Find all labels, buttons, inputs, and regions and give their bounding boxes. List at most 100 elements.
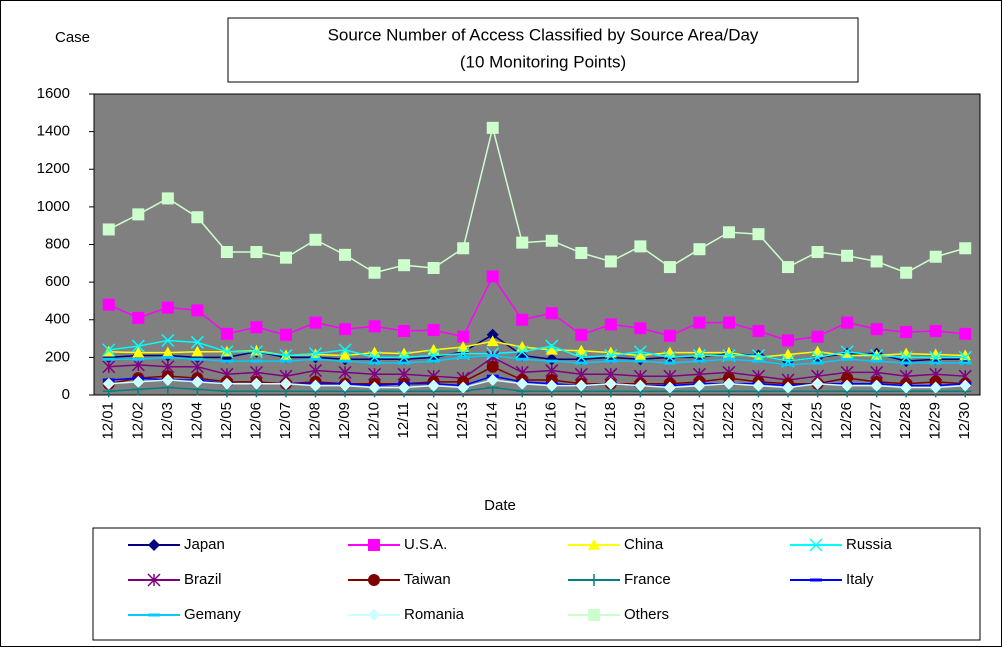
marker [604,348,618,363]
x-tick-label: 12/26 [838,402,855,440]
marker [131,358,145,372]
marker [279,251,292,264]
marker [368,320,381,333]
marker [900,381,913,394]
marker [722,226,735,239]
x-tick-label: 12/22 [720,402,737,440]
marker [147,573,161,587]
x-tick-label: 12/13 [454,402,471,440]
x-tick-label: 12/28 [897,402,914,440]
x-tick-label: 12/24 [779,402,796,440]
y-tick-label: 600 [45,273,70,290]
marker [220,327,233,340]
marker [486,335,499,347]
x-tick-label: 12/04 [188,402,205,440]
marker [161,333,175,347]
marker [782,348,795,360]
marker [751,348,766,363]
marker [782,334,795,347]
marker [811,350,825,364]
marker [486,328,499,341]
marker [398,381,411,394]
marker [220,246,233,259]
marker [634,240,647,253]
marker [161,192,174,205]
marker [308,347,323,361]
legend-label: U.S.A. [404,536,447,553]
marker [309,316,322,329]
marker [486,360,499,373]
marker [191,375,204,388]
x-tick-label: 12/05 [218,402,235,440]
marker [220,345,234,359]
x-tick-label: 12/16 [543,402,560,440]
marker [131,339,145,353]
marker [604,318,617,331]
y-tick-label: 800 [45,235,70,252]
legend-label: Others [624,606,669,623]
x-tick-label: 12/25 [809,402,826,440]
marker [368,381,381,394]
marker [870,323,883,336]
marker [457,341,470,352]
marker [279,377,292,390]
marker [959,327,972,340]
marker [841,316,854,329]
marker [279,328,292,341]
marker [398,347,411,359]
series-layer [102,121,972,398]
legend-label: Romania [404,606,465,623]
marker [191,304,204,317]
marker [338,365,352,379]
marker [840,345,854,359]
marker [486,373,499,386]
marker [102,298,115,311]
marker [102,360,116,374]
marker [575,379,588,392]
marker [663,329,676,342]
marker [663,350,677,364]
marker [191,211,204,224]
marker [870,348,884,363]
marker [959,242,972,255]
marker [427,379,440,392]
chart-subtitle: (10 Monitoring Points) [460,52,626,71]
marker [457,242,470,255]
marker [457,330,470,343]
x-tick-label: 12/15 [513,402,530,440]
y-tick-label: 400 [45,311,70,328]
marker [900,347,913,359]
marker [782,381,795,394]
x-tick-label: 12/20 [661,402,678,440]
marker [190,335,204,349]
marker [132,375,145,388]
x-tick-label: 12/23 [749,402,766,440]
marker [870,379,883,392]
marker [339,349,352,361]
marker [929,381,942,394]
marker [604,255,617,268]
marker [574,350,588,364]
marker [398,259,411,272]
marker [633,345,647,359]
marker [693,243,706,256]
x-tick-label: 12/01 [100,402,117,440]
marker [250,321,263,334]
marker [161,373,174,386]
marker [191,345,204,357]
marker [545,379,558,392]
marker [309,233,322,246]
marker [398,325,411,338]
title-box [227,17,859,83]
marker [841,379,854,392]
x-axis-label: Date [484,497,516,514]
marker [516,377,529,390]
marker [870,255,883,268]
marker [309,379,322,392]
marker [338,343,352,357]
y-tick-label: 1400 [37,123,70,140]
marker [752,228,765,241]
marker [515,345,529,359]
legend-label: China [624,536,664,553]
marker [339,248,352,261]
